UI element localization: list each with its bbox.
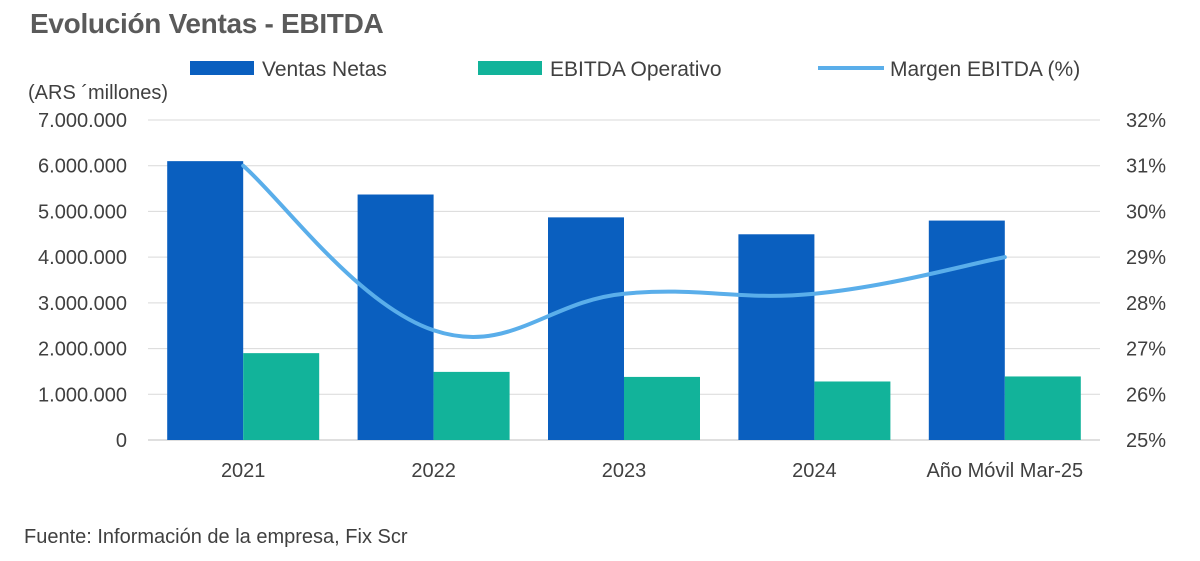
right-tick-label: 26% (1126, 384, 1166, 406)
bar-ebitda-operativo (814, 381, 891, 440)
legend-swatch (478, 61, 542, 75)
source-note: Fuente: Información de la empresa, Fix S… (24, 526, 408, 548)
bar-ventas-netas (548, 217, 624, 440)
left-tick-label: 1.000.000 (38, 384, 127, 406)
right-tick-label: 31% (1126, 156, 1166, 178)
legend-label: Ventas Netas (262, 58, 387, 81)
left-tick-label: 0 (116, 430, 127, 452)
left-tick-label: 5.000.000 (38, 201, 127, 223)
legend-label: Margen EBITDA (%) (890, 58, 1080, 81)
x-tick-label: 2022 (411, 460, 456, 482)
bar-ebitda-operativo (433, 371, 510, 440)
x-tick-label: 2024 (792, 460, 837, 482)
right-tick-label: 32% (1126, 110, 1166, 132)
bar-ventas-netas (928, 220, 1005, 440)
margin-ebitda-line (241, 163, 1007, 340)
right-axis-ticks: 25% 26% 27% 28% 29% 30% 31% 32% (1126, 110, 1166, 452)
margin-line (241, 163, 1007, 340)
bar-ebitda-operativo (1004, 376, 1081, 440)
bar-ebitda-operativo (624, 376, 700, 440)
x-axis-ticks: 2021 2022 2023 2024 Año Móvil Mar-25 (221, 460, 1083, 482)
left-tick-label: 6.000.000 (38, 156, 127, 178)
x-tick-label: Año Móvil Mar-25 (926, 460, 1083, 482)
x-tick-label: 2023 (602, 460, 647, 482)
chart-title: Evolución Ventas - EBITDA (30, 8, 384, 39)
left-tick-label: 7.000.000 (38, 110, 127, 132)
bar-ebitda-operativo (243, 353, 320, 440)
bar-ventas-netas (167, 161, 244, 440)
right-tick-label: 25% (1126, 430, 1166, 452)
left-axis-ticks: 0 1.000.000 2.000.000 3.000.000 4.000.000 5.0… (38, 110, 127, 452)
bar-ventas-netas (357, 194, 434, 440)
bar-ventas-netas (738, 234, 815, 440)
right-tick-label: 30% (1126, 201, 1166, 223)
left-tick-label: 4.000.000 (38, 247, 127, 269)
legend: Ventas Netas EBITDA Operativo Margen EBITD… (190, 58, 1080, 81)
left-tick-label: 2.000.000 (38, 339, 127, 361)
bars (167, 161, 1081, 440)
left-tick-label: 3.000.000 (38, 293, 127, 315)
right-tick-label: 27% (1126, 339, 1166, 361)
x-tick-label: 2021 (221, 460, 266, 482)
legend-swatch (190, 61, 254, 75)
right-tick-label: 29% (1126, 247, 1166, 269)
y-axis-unit-label: (ARS ´millones) (28, 82, 168, 104)
legend-label: EBITDA Operativo (550, 58, 722, 81)
right-tick-label: 28% (1126, 293, 1166, 315)
